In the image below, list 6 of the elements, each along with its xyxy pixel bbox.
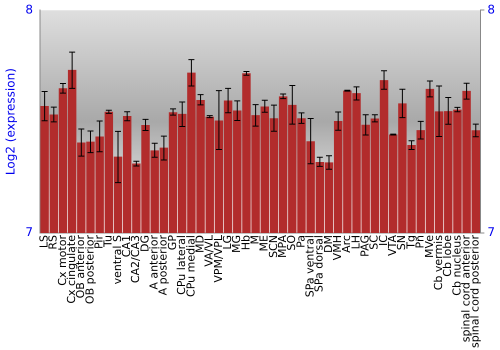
x-tick-label: spinal cord posterior [468, 234, 482, 348]
x-tick-label: OB posterior [83, 234, 96, 304]
y2-tick-label: 7 [487, 225, 496, 240]
y-axis-title: Log2 (expression) [3, 68, 18, 176]
y2-tick-label: 8 [487, 2, 496, 16]
x-tick-label: Tg [404, 235, 418, 250]
